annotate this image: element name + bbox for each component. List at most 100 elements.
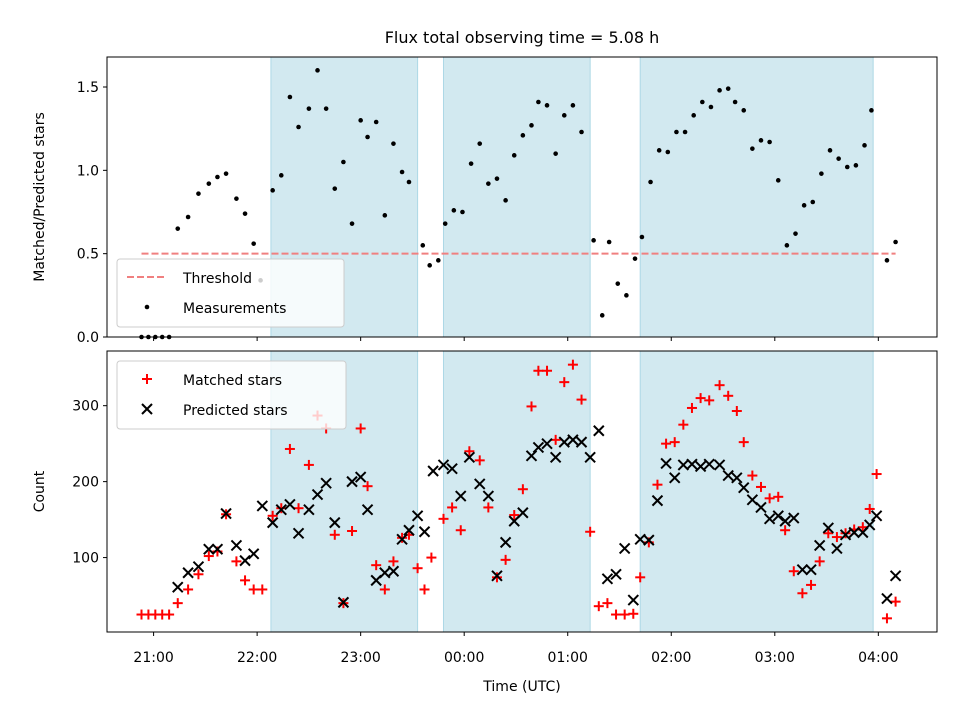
observing-window xyxy=(442,350,591,633)
matched-point xyxy=(619,609,630,620)
matched-point xyxy=(714,380,725,391)
matched-point xyxy=(602,598,613,609)
predicted-point xyxy=(703,458,715,470)
matched-point xyxy=(193,569,204,580)
matched-point xyxy=(183,584,194,595)
predicted-point xyxy=(660,457,672,470)
measurement-point xyxy=(732,99,738,105)
measurement-point xyxy=(691,113,696,118)
measurement-point xyxy=(591,238,596,243)
y-tick-label: 1.0 xyxy=(77,163,99,179)
count-panel: 100 200 300 21:00 22:00 23:00 00:00 01:00 02:00 0… xyxy=(32,350,938,666)
measurement-point xyxy=(365,134,370,140)
measurement-point xyxy=(278,173,284,178)
predicted-point xyxy=(549,451,562,464)
measurement-point xyxy=(767,139,772,145)
matched-point xyxy=(567,359,578,370)
matched-point xyxy=(231,556,242,567)
predicted-point xyxy=(831,542,843,555)
matched-point xyxy=(172,598,183,609)
matched-point xyxy=(628,608,639,619)
matched-point xyxy=(788,566,799,577)
predicted-point xyxy=(627,594,640,606)
measurement-point xyxy=(520,133,526,138)
predicted-point xyxy=(311,488,324,501)
x-axis-label: Time (UTC) xyxy=(482,679,560,695)
matched-point xyxy=(576,394,587,405)
matched-point xyxy=(412,563,423,574)
matched-point xyxy=(526,401,537,412)
matched-point xyxy=(371,560,382,571)
predicted-point xyxy=(686,458,698,470)
predicted-point xyxy=(396,533,408,546)
matched-point xyxy=(329,529,340,540)
predicted-point xyxy=(610,568,622,580)
predicted-point xyxy=(329,516,341,529)
axes-frame xyxy=(106,56,938,338)
threshold-legend-label: Threshold xyxy=(182,271,252,287)
predicted-point xyxy=(848,526,860,539)
predicted-point xyxy=(361,504,374,516)
predicted-point xyxy=(755,501,767,514)
measurement-point xyxy=(146,334,151,340)
measurement-point xyxy=(503,198,508,203)
matched-point xyxy=(764,493,775,504)
matched-point xyxy=(447,502,458,513)
x-tick-label: 21:00 xyxy=(133,650,173,666)
predicted-point xyxy=(172,581,184,593)
matched-point xyxy=(203,551,214,562)
measurement-point xyxy=(665,149,671,155)
measurement-point xyxy=(185,214,191,220)
measurement-point xyxy=(196,191,201,196)
matched-point xyxy=(276,503,287,514)
measurement-point xyxy=(836,156,841,161)
predicted-point xyxy=(788,512,800,524)
predicted-point xyxy=(203,543,215,555)
y-tick-label: 1.5 xyxy=(77,80,99,96)
measurement-point xyxy=(399,169,405,175)
predicted-point xyxy=(863,519,876,531)
measurement-point xyxy=(206,181,212,186)
matched-point xyxy=(509,510,520,521)
predicted-point xyxy=(584,451,596,464)
predicted-point xyxy=(772,510,784,522)
predicted-point xyxy=(731,472,743,484)
measurement-point xyxy=(615,281,621,286)
measurement-point xyxy=(460,209,465,215)
measurement-point xyxy=(406,179,412,185)
predicted-point xyxy=(525,450,538,462)
matched-point xyxy=(823,528,834,539)
measurement-point xyxy=(784,243,790,248)
measurement-point xyxy=(159,334,165,340)
measurement-point xyxy=(599,313,605,318)
measurement-point xyxy=(624,293,629,298)
predicted-point xyxy=(220,507,232,520)
measurement-point xyxy=(215,174,220,180)
measurement-point xyxy=(579,129,584,135)
predicted-point xyxy=(722,469,734,482)
measurement-point xyxy=(306,106,312,111)
axes-frame xyxy=(106,350,938,633)
measurement-point xyxy=(427,263,432,268)
matched-point xyxy=(347,525,358,536)
measurement-point xyxy=(700,99,705,105)
predicted-point xyxy=(779,515,791,527)
matched-legend-swatch xyxy=(142,374,152,384)
predicted-legend-label: Predicted stars xyxy=(183,403,288,419)
predicted-point xyxy=(256,500,269,512)
matched-point xyxy=(542,365,553,376)
matched-point xyxy=(267,510,278,521)
matched-point xyxy=(585,526,596,537)
predicted-point xyxy=(713,459,726,471)
measurement-point xyxy=(570,103,576,108)
matched-point xyxy=(593,601,604,612)
predicted-point xyxy=(738,481,750,494)
predicted-point xyxy=(575,436,588,448)
predicted-point xyxy=(694,460,707,473)
measurement-point xyxy=(251,241,256,246)
measurement-point xyxy=(451,208,457,213)
predicted-point xyxy=(411,510,424,522)
measurement-point xyxy=(844,164,850,170)
matched-point xyxy=(257,584,268,595)
matched-point xyxy=(864,503,875,514)
